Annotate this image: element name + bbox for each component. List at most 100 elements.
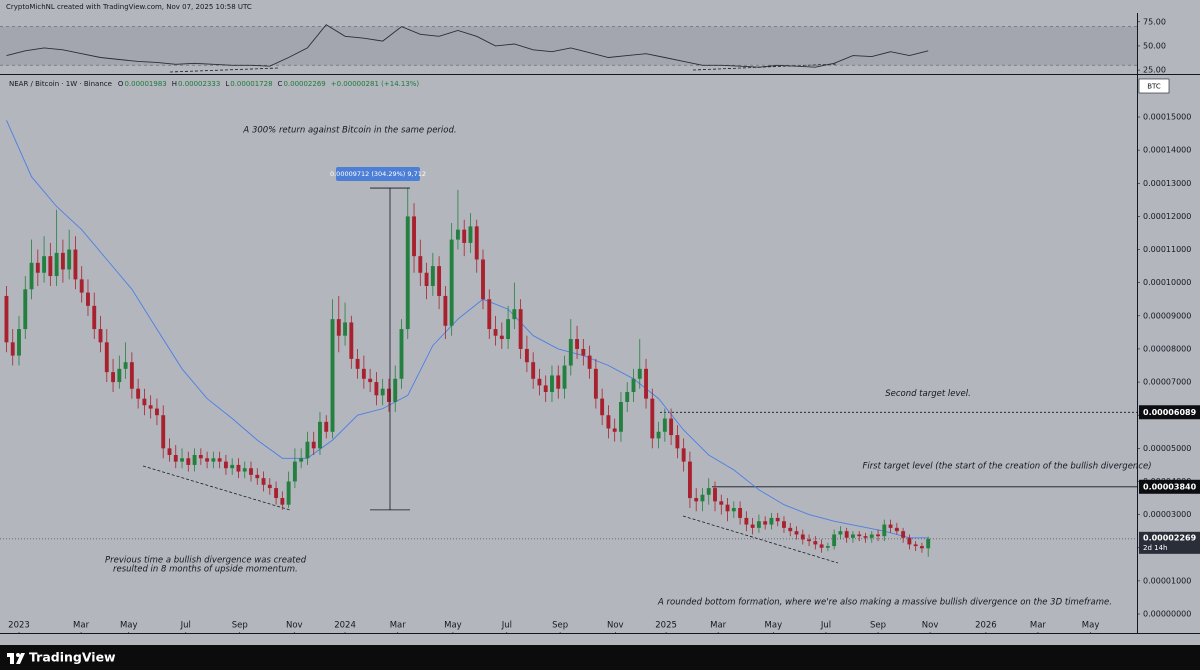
candle-body (888, 524, 893, 528)
ohlc-letter: C (278, 80, 283, 88)
candle-body (838, 531, 843, 535)
candle-body (35, 262, 40, 273)
candle-body (136, 388, 141, 399)
candle-body (167, 448, 172, 455)
candle-body (92, 305, 97, 330)
candle-body (349, 322, 354, 359)
candle-body (738, 507, 743, 518)
candle-body (537, 378, 542, 386)
candle-body (437, 266, 442, 296)
candle-body (600, 398, 605, 416)
candle-body (311, 441, 316, 449)
x-tick-label: 2026 (975, 621, 997, 631)
rsi-line (6, 24, 929, 68)
currency-box[interactable] (1138, 78, 1170, 94)
logo-part (16, 653, 25, 664)
y-tick-label: 0.00005000 (1143, 444, 1191, 453)
y-tick-label: 0.00007000 (1143, 378, 1191, 387)
candle-body (223, 461, 228, 469)
candle-body (73, 249, 78, 280)
rsi-band (0, 26, 1137, 66)
change: +0.00000281 (+14.13%) (331, 80, 420, 88)
annotation: A rounded bottom formation, where we're … (657, 598, 1112, 608)
x-tick-label: Nov (607, 621, 624, 631)
currency: BTC (1147, 83, 1161, 91)
candle-body (198, 454, 203, 459)
candle-body (706, 488, 711, 495)
candle-body (844, 531, 849, 538)
candle-body (123, 362, 128, 369)
candle-body (387, 388, 391, 402)
candle-body (913, 544, 918, 547)
candle-body (104, 342, 109, 373)
candle-body (775, 517, 780, 522)
price-label-box (1139, 531, 1200, 554)
candle-body (612, 428, 617, 432)
candle-body (368, 378, 373, 383)
candle-body (694, 498, 699, 502)
x-tick-label: May (765, 621, 783, 631)
price-label-box (1139, 405, 1200, 420)
candle-body (543, 385, 548, 393)
brand-logo (7, 653, 25, 664)
candle-body (876, 534, 880, 537)
candle-body (863, 536, 868, 538)
candle-body (330, 319, 335, 432)
annotation: Previous time a bullish divergence was c… (105, 556, 307, 566)
ohlc-value: 0.00002333 (178, 80, 220, 88)
candle-body (869, 534, 874, 538)
candle-body (731, 507, 736, 512)
candle-body (631, 378, 636, 393)
rsi-divergence-line (692, 63, 839, 71)
logo-part (10, 653, 14, 664)
candle-body (393, 378, 398, 402)
candle-body (832, 534, 837, 547)
candle-body (819, 544, 824, 548)
candle-body (725, 504, 730, 512)
candle-body (374, 382, 379, 396)
x-tick-label: Mar (710, 621, 727, 631)
candle-body (919, 546, 924, 549)
measure-label-box (336, 167, 420, 182)
candle-body (782, 521, 786, 528)
candle-body (186, 458, 191, 465)
candle-body (687, 461, 692, 499)
candle-body (267, 484, 272, 489)
x-tick-label: Nov (286, 621, 303, 631)
candle-body (261, 478, 266, 485)
ohlc-letter: L (225, 80, 229, 88)
candle-body (286, 481, 291, 505)
logo-part (16, 653, 20, 657)
candle-body (161, 415, 166, 449)
candle-body (424, 272, 429, 286)
candle-body (669, 418, 674, 436)
brand: TradingView (29, 650, 116, 665)
y-tick-label: 0.00009000 (1143, 311, 1191, 320)
price-label-box (1139, 479, 1200, 494)
candle-body (644, 368, 648, 399)
candle-body (86, 292, 90, 306)
candle-body (468, 226, 473, 243)
candle-body (48, 256, 53, 277)
candle-body (249, 468, 253, 475)
candle-body (625, 392, 630, 402)
price-label: 0.00003840 (1143, 482, 1197, 491)
footer (0, 645, 1200, 670)
candle-body (205, 458, 210, 462)
x-tick-label: Mar (390, 621, 407, 631)
candle-body (481, 259, 485, 300)
candle-body (562, 365, 567, 389)
candle-body (675, 435, 680, 449)
candle-body (242, 468, 247, 472)
y-tick-label: 0.00008000 (1143, 344, 1191, 353)
ohlc-value: 0.00001983 (124, 80, 166, 88)
candle-body (606, 415, 611, 429)
y-tick-label: 0.00001000 (1143, 576, 1191, 585)
candle-body (430, 266, 435, 286)
candle-body (518, 309, 523, 349)
candle-body (581, 348, 586, 356)
candle-body (499, 335, 504, 340)
price-label: 0.00006089 (1143, 408, 1197, 417)
x-tick-label: May (1082, 621, 1100, 631)
